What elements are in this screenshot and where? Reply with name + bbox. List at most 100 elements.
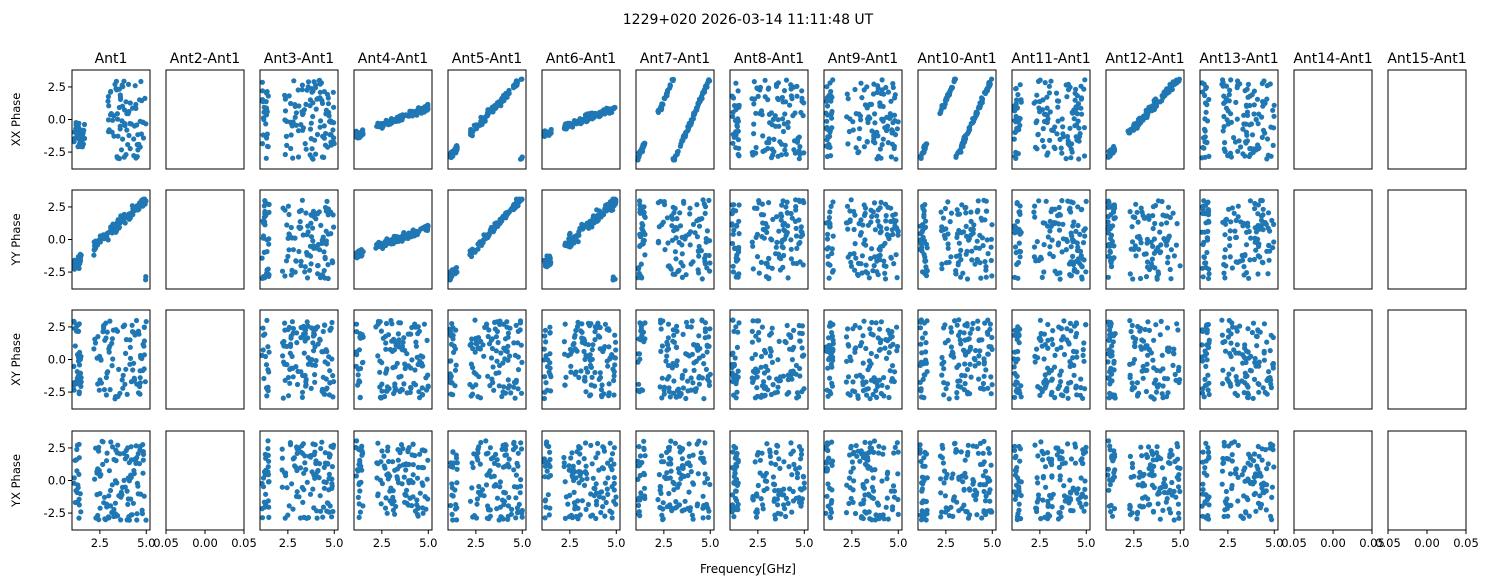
data-point	[983, 267, 989, 273]
data-point	[657, 107, 663, 113]
data-point	[603, 109, 609, 115]
data-point	[288, 132, 294, 138]
data-point	[1228, 154, 1234, 160]
data-point	[292, 269, 298, 275]
data-point	[1150, 264, 1156, 270]
data-point	[1109, 349, 1115, 355]
y-tick-label: 2.5	[48, 320, 66, 334]
data-point	[279, 455, 285, 461]
data-point	[308, 234, 315, 240]
data-point	[1056, 227, 1063, 233]
data-point	[879, 77, 885, 83]
data-point	[124, 453, 130, 459]
data-point	[279, 446, 285, 452]
data-point	[312, 372, 318, 378]
data-point	[675, 148, 681, 154]
data-point	[658, 326, 664, 332]
data-point	[111, 133, 117, 139]
data-point	[1222, 254, 1228, 260]
data-point	[974, 238, 980, 244]
data-point	[1200, 328, 1206, 334]
data-point	[1170, 350, 1176, 356]
data-point	[259, 79, 265, 85]
data-point	[611, 373, 617, 379]
data-point	[1155, 269, 1161, 275]
data-point	[113, 447, 119, 453]
data-point	[597, 370, 603, 376]
data-point	[290, 155, 296, 161]
data-point	[132, 83, 138, 89]
data-point	[114, 87, 120, 93]
data-point	[542, 389, 548, 395]
data-point	[104, 450, 110, 456]
data-point	[290, 330, 296, 336]
data-point	[1059, 198, 1065, 204]
data-point	[586, 223, 592, 229]
data-point	[101, 322, 107, 329]
data-point	[76, 265, 82, 271]
data-point	[292, 114, 298, 120]
data-point	[542, 374, 548, 380]
data-point	[1256, 381, 1262, 387]
data-point	[449, 267, 455, 273]
data-point	[753, 150, 759, 156]
data-point	[948, 344, 955, 350]
data-point	[587, 323, 593, 329]
data-point	[397, 320, 404, 326]
data-point	[299, 87, 305, 93]
data-point	[1243, 102, 1249, 108]
data-point	[662, 96, 668, 102]
data-point	[775, 357, 781, 363]
data-point	[136, 381, 142, 387]
data-point	[959, 230, 965, 236]
data-point	[756, 318, 762, 324]
data-point	[1139, 337, 1145, 343]
data-point	[784, 322, 790, 329]
data-point	[671, 228, 677, 234]
data-point	[467, 381, 473, 388]
data-point	[797, 144, 803, 150]
data-point	[296, 208, 302, 215]
data-point	[330, 373, 336, 379]
panel-frame	[447, 69, 527, 170]
data-point	[128, 444, 134, 450]
data-point	[572, 235, 578, 241]
data-point	[858, 117, 864, 123]
data-point	[751, 79, 757, 85]
data-point	[404, 390, 410, 396]
data-point	[108, 88, 114, 95]
data-point	[939, 105, 945, 111]
data-point	[984, 237, 990, 243]
data-point	[1255, 271, 1261, 277]
data-point	[1204, 102, 1210, 108]
data-point	[981, 356, 987, 362]
data-point	[736, 153, 742, 159]
data-point	[293, 110, 299, 116]
data-point	[98, 380, 104, 386]
panel-frame	[635, 69, 715, 170]
data-point	[883, 263, 889, 269]
data-point	[1260, 385, 1266, 391]
data-point	[288, 145, 294, 152]
data-point	[1261, 321, 1267, 327]
data-point	[696, 216, 702, 222]
data-point	[1039, 137, 1046, 144]
data-point	[103, 392, 109, 398]
data-point	[294, 450, 300, 456]
data-point	[285, 253, 291, 259]
data-point	[468, 253, 475, 260]
data-point	[1013, 250, 1019, 256]
data-point	[1166, 233, 1172, 239]
data-point	[827, 375, 833, 381]
data-point	[857, 113, 864, 119]
data-point	[1254, 96, 1261, 102]
data-point	[327, 132, 333, 138]
data-point	[606, 381, 612, 387]
data-point	[1233, 99, 1239, 105]
data-point	[679, 251, 685, 257]
data-point	[123, 350, 129, 356]
data-point	[1203, 324, 1209, 330]
data-point	[264, 393, 270, 399]
data-point	[97, 353, 103, 359]
